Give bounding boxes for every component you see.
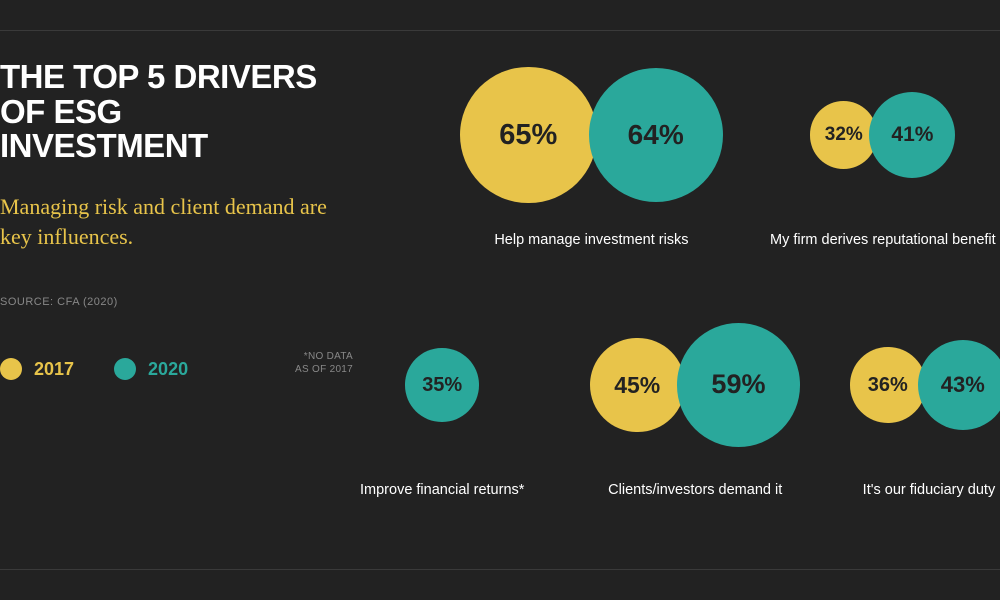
legend-dot-2020 [114, 358, 136, 380]
bubble-2017-reputation: 32% [810, 101, 877, 168]
bubble-2020-clients: 59% [677, 323, 801, 447]
no-data-note: *NO DATAAS OF 2017 [295, 350, 353, 376]
bubble-pair-reputation: 32% 41% [810, 50, 955, 220]
bubble-label-reputation: My firm derives reputational benefit [770, 232, 996, 248]
page-subtitle: Managing risk and client demand are key … [0, 192, 330, 251]
bubble-pair-clients: 45% 59% [590, 300, 800, 470]
legend-label-2020: 2020 [148, 359, 188, 380]
bubble-value-2017-fiduciary: 36% [868, 374, 908, 397]
legend-item-2017: 2017 [0, 358, 74, 380]
chart-area: *NO DATAAS OF 2017 65%64%Help manage inv… [330, 50, 1000, 545]
bubble-value-2017-clients: 45% [614, 372, 660, 399]
bubble-2017-risks: 65% [460, 67, 597, 204]
bubble-value-2020-clients: 59% [711, 369, 765, 400]
bubble-pair-returns: 35% [405, 300, 479, 470]
bubble-2020-risks: 64% [589, 68, 723, 202]
left-panel: THE TOP 5 DRIVERS OF ESG INVESTMENT Mana… [0, 60, 330, 380]
bubble-value-2020-fiduciary: 43% [941, 372, 985, 398]
legend-label-2017: 2017 [34, 359, 74, 380]
bubble-group-reputation: 32% 41% My firm derives reputational benef… [770, 50, 996, 248]
divider-top [0, 30, 1000, 31]
divider-bottom [0, 569, 1000, 570]
page-title: THE TOP 5 DRIVERS OF ESG INVESTMENT [0, 60, 330, 164]
bubble-group-fiduciary: 36% 43% It's our fiduciary duty [850, 300, 1000, 498]
bubble-label-fiduciary: It's our fiduciary duty [863, 482, 996, 498]
bubble-2020-fiduciary: 43% [918, 340, 1000, 430]
bubble-label-risks: Help manage investment risks [494, 232, 688, 248]
bubble-2017-clients: 45% [590, 338, 685, 433]
bubble-value-2020-returns: 35% [422, 374, 462, 397]
bubble-2020-returns: 35% [405, 348, 479, 422]
legend: 2017 2020 [0, 358, 330, 380]
bubble-group-clients: 45% 59% Clients/investors demand it [590, 300, 800, 498]
bubble-value-2017-risks: 65% [499, 119, 557, 152]
legend-dot-2017 [0, 358, 22, 380]
bubble-value-2020-risks: 64% [628, 119, 684, 151]
bubble-pair-risks: 65% 64% [460, 50, 723, 220]
bubble-label-returns: Improve financial returns* [360, 482, 524, 498]
bubble-pair-fiduciary: 36% 43% [850, 300, 1000, 470]
bubble-value-2017-reputation: 32% [825, 124, 863, 146]
bubble-label-clients: Clients/investors demand it [608, 482, 782, 498]
bubble-2017-fiduciary: 36% [850, 347, 926, 423]
bubble-group-returns: 35% Improve financial returns* [360, 300, 524, 498]
legend-item-2020: 2020 [114, 358, 188, 380]
bubble-group-risks: 65% 64% Help manage investment risks [460, 50, 723, 248]
source-text: SOURCE: CFA (2020) [0, 296, 330, 308]
bubble-value-2020-reputation: 41% [891, 123, 933, 147]
bubble-2020-reputation: 41% [869, 92, 955, 178]
